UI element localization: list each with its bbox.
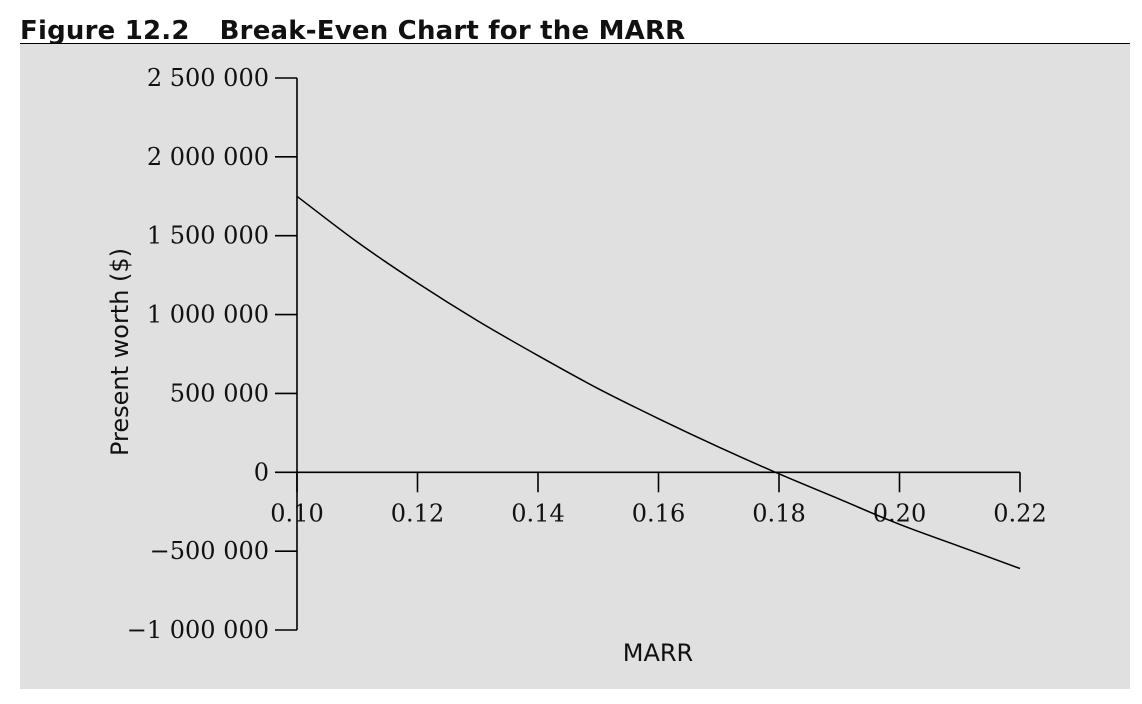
x-tick-label: 0.18	[752, 499, 805, 527]
x-tick-label: 0.16	[632, 499, 685, 527]
y-tick-label: 500 000	[170, 379, 269, 407]
x-tick-label: 0.10	[270, 499, 323, 527]
y-tick-label: −500 000	[150, 537, 269, 565]
x-tick-label: 0.22	[993, 499, 1046, 527]
chart-panel	[20, 44, 1130, 689]
x-tick-label: 0.20	[873, 499, 926, 527]
y-tick-label: 2 000 000	[147, 143, 269, 171]
title-rule	[20, 43, 1130, 44]
present-worth-line	[296, 195, 1021, 570]
figure-caption: Break-Even Chart for the MARR	[219, 16, 686, 46]
y-tick-label: 2 500 000	[147, 64, 269, 92]
figure-number: Figure 12.2	[20, 16, 190, 46]
x-tick-label: 0.12	[391, 499, 444, 527]
y-tick-label: 1 500 000	[147, 222, 269, 250]
x-tick-label: 0.14	[511, 499, 564, 527]
y-axis-label: Present worth ($)	[106, 248, 134, 456]
x-axis-label: MARR	[623, 639, 693, 667]
y-tick-label: 0	[254, 458, 269, 486]
y-tick-label: 1 000 000	[147, 301, 269, 329]
y-tick-label: −1 000 000	[127, 616, 269, 644]
figure-title: Figure 12.2 Break-Even Chart for the MARR	[20, 16, 685, 46]
